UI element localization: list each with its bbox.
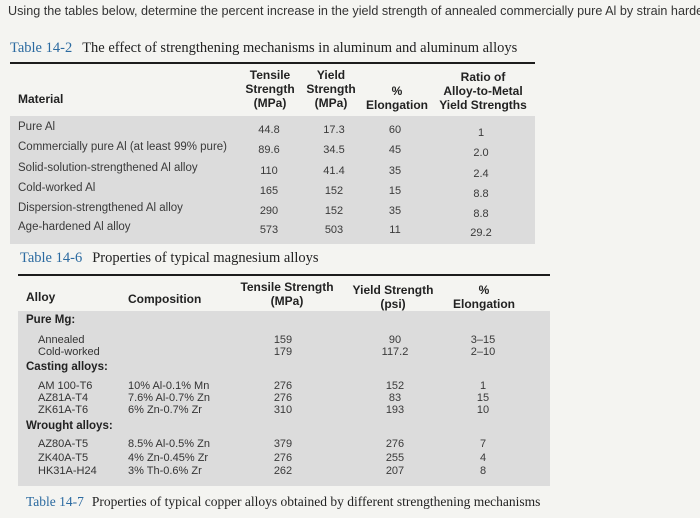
yield-cell: 117.2: [381, 346, 409, 358]
tensile-cell: 276: [273, 380, 293, 392]
alloy-name: HK31A-H24: [38, 465, 97, 477]
yield-cell: 255: [385, 452, 405, 464]
tensile-cell: 276: [273, 392, 293, 404]
ratio-cell: 8.8: [473, 208, 489, 220]
table-body-band: [18, 311, 550, 486]
tensile-cell: 310: [273, 404, 293, 416]
elongation-cell: 15: [476, 392, 490, 404]
table-number: Table 14-7: [26, 494, 84, 509]
elongation-cell: 8: [479, 465, 487, 477]
table-top-rule: [18, 274, 550, 276]
material-cell: Solid-solution-strengthened Al alloy: [18, 162, 198, 174]
header-yield: Yield Strength (MPa): [306, 68, 356, 110]
tensile-cell: 110: [260, 165, 278, 177]
alloy-name: AZ81A-T4: [38, 392, 89, 404]
group-label: Pure Mg:: [26, 314, 76, 326]
alloy-name: Annealed: [38, 334, 85, 346]
elongation-cell: 35: [388, 205, 402, 217]
composition-cell: 3% Th-0.6% Zr: [128, 465, 202, 477]
elongation-cell: 3–15: [470, 334, 496, 346]
header-ratio: Ratio of Alloy-to-Metal Yield Strengths: [439, 70, 527, 112]
tensile-cell: 159: [273, 334, 293, 346]
question-text: Using the tables below, determine the pe…: [8, 4, 700, 18]
elongation-cell: 2–10: [470, 346, 496, 358]
yield-cell: 17.3: [323, 124, 345, 136]
tensile-cell: 165: [259, 185, 279, 197]
material-cell: Dispersion-strengthened Al alloy: [18, 202, 183, 214]
header-yield: Yield Strength (psi): [352, 283, 434, 311]
header-tensile: Tensile Strength (MPa): [245, 68, 295, 110]
alloy-name: AM 100-T6: [38, 380, 93, 392]
yield-cell: 207: [385, 465, 405, 477]
table-title: Properties of typical magnesium alloys: [92, 250, 319, 266]
ratio-cell: 8.8: [473, 188, 489, 200]
tensile-cell: 179: [273, 346, 293, 358]
elongation-cell: 1: [479, 380, 487, 392]
table-body-band: [10, 116, 535, 244]
elongation-cell: 45: [388, 144, 402, 156]
yield-cell: 152: [324, 205, 344, 217]
alloy-name: Cold-worked: [38, 346, 100, 358]
elongation-cell: 35: [388, 165, 402, 177]
composition-cell: 4% Zn-0.45% Zr: [128, 452, 209, 464]
table-title: The effect of strengthening mechanisms i…: [82, 40, 518, 56]
ratio-cell: 29.2: [470, 227, 492, 239]
composition-cell: 10% Al-0.1% Mn: [128, 380, 210, 392]
yield-cell: 193: [385, 404, 405, 416]
header-composition: Composition: [128, 292, 202, 306]
header-tensile: Tensile Strength (MPa): [240, 280, 334, 308]
yield-cell: 152: [385, 380, 405, 392]
composition-cell: 8.5% Al-0.5% Zn: [128, 438, 210, 450]
alloy-name: AZ80A-T5: [38, 438, 89, 450]
tensile-cell: 262: [273, 465, 293, 477]
table-14-2-caption: Table 14-2 The effect of strengthening me…: [10, 40, 517, 57]
material-cell: Commercially pure Al (at least 99% pure): [18, 141, 227, 153]
elongation-cell: 11: [389, 224, 401, 236]
group-label: Wrought alloys:: [26, 420, 113, 432]
tensile-cell: 379: [273, 438, 293, 450]
material-cell: Cold-worked Al: [18, 182, 96, 194]
table-top-rule: [10, 62, 535, 64]
elongation-cell: 7: [479, 438, 487, 450]
alloy-name: ZK40A-T5: [38, 452, 89, 464]
group-label: Casting alloys:: [26, 361, 108, 373]
yield-cell: 41.4: [323, 165, 345, 177]
table-14-6-caption: Table 14-6 Properties of typical magnesiu…: [20, 250, 319, 267]
material-cell: Pure Al: [18, 121, 56, 133]
composition-cell: 6% Zn-0.7% Zr: [128, 404, 202, 416]
ratio-cell: 2.0: [473, 147, 489, 159]
yield-cell: 276: [385, 438, 405, 450]
table-number: Table 14-2: [10, 40, 73, 56]
yield-cell: 90: [388, 334, 402, 346]
tensile-cell: 44.8: [258, 124, 280, 136]
table-number: Table 14-6: [20, 250, 83, 266]
tensile-cell: 89.6: [258, 144, 280, 156]
tensile-cell: 573: [259, 224, 279, 236]
header-material: Material: [18, 92, 64, 106]
elongation-cell: 60: [388, 124, 402, 136]
ratio-cell: 1: [477, 127, 485, 139]
material-cell: Age-hardened Al alloy: [18, 221, 131, 233]
table-title: Properties of typical copper alloys obta…: [91, 494, 541, 509]
yield-cell: 152: [324, 185, 344, 197]
elongation-cell: 15: [388, 185, 402, 197]
alloy-name: ZK61A-T6: [38, 404, 89, 416]
table-14-7-caption: Table 14-7 Properties of typical copper a…: [26, 494, 540, 510]
yield-cell: 83: [388, 392, 402, 404]
header-elongation: % Elongation: [453, 283, 515, 311]
header-elongation: % Elongation: [366, 84, 428, 112]
header-alloy: Alloy: [26, 290, 56, 304]
yield-cell: 503: [324, 224, 344, 236]
yield-cell: 34.5: [323, 144, 345, 156]
tensile-cell: 290: [259, 205, 279, 217]
composition-cell: 7.6% Al-0.7% Zn: [128, 392, 210, 404]
elongation-cell: 10: [476, 404, 490, 416]
ratio-cell: 2.4: [473, 168, 489, 180]
elongation-cell: 4: [479, 452, 487, 464]
tensile-cell: 276: [273, 452, 293, 464]
